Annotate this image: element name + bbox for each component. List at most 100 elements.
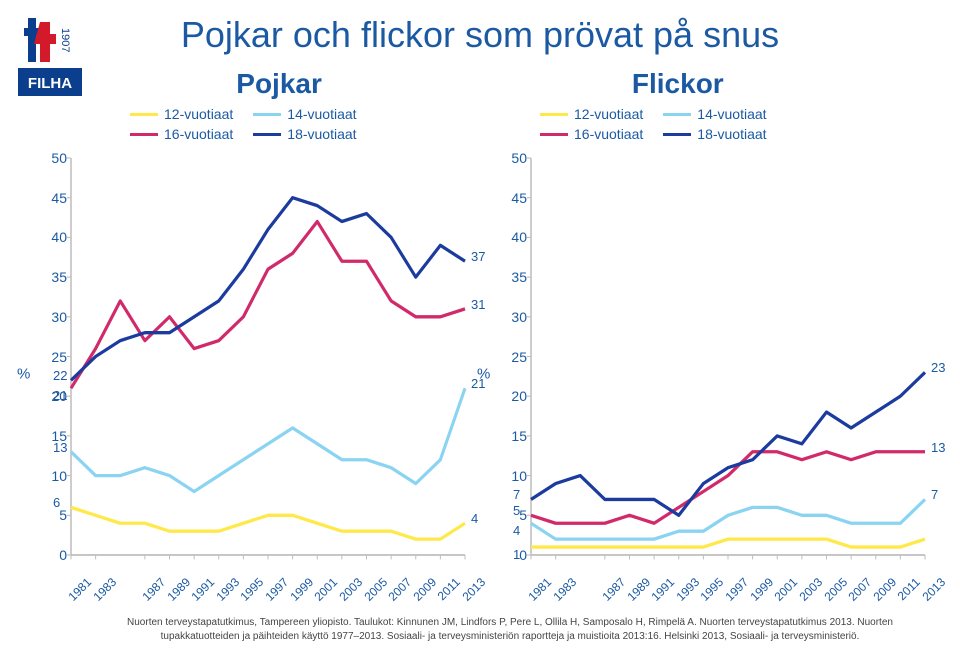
legend-item: 14-vuotiaat bbox=[663, 106, 766, 122]
x-tick-label: 2011 bbox=[895, 575, 923, 603]
legend-swatch bbox=[130, 133, 158, 136]
chart-pojkar: % 05101520253035404550198119831987198919… bbox=[45, 158, 465, 589]
legend-flickor: 12-vuotiaat 14-vuotiaat 16-vuotiaat 18-vuot… bbox=[540, 106, 830, 142]
y-tick-label: 50 bbox=[45, 150, 67, 166]
legend-label: 16-vuotiaat bbox=[164, 126, 233, 142]
legend-row: 12-vuotiaat 14-vuotiaat 16-vuotiaat 18-vuot… bbox=[0, 106, 960, 142]
y-axis-label: % bbox=[477, 365, 490, 382]
y-tick-label: 25 bbox=[45, 349, 67, 365]
endpoint-label: 7 bbox=[513, 487, 520, 502]
x-tick-label: 1991 bbox=[649, 575, 678, 604]
legend-swatch bbox=[253, 133, 281, 136]
y-tick-label: 35 bbox=[505, 269, 527, 285]
legend-label: 12-vuotiaat bbox=[574, 106, 643, 122]
x-tick-label: 1999 bbox=[287, 575, 316, 604]
y-axis-label: % bbox=[17, 365, 30, 382]
endpoint-label: 22 bbox=[53, 368, 67, 383]
y-tick-label: 20 bbox=[505, 388, 527, 404]
x-tick-label: 2007 bbox=[386, 575, 415, 604]
y-tick-label: 30 bbox=[45, 309, 67, 325]
y-tick-label: 10 bbox=[505, 468, 527, 484]
x-tick-label: 2003 bbox=[336, 575, 365, 604]
y-tick-label: 0 bbox=[45, 547, 67, 563]
x-tick-label: 1987 bbox=[139, 575, 168, 604]
slide-title: Pojkar och flickor som prövat på snus bbox=[0, 14, 960, 56]
legend-swatch bbox=[130, 113, 158, 116]
x-tick-label: 1989 bbox=[624, 575, 653, 604]
y-tick-label: 25 bbox=[505, 349, 527, 365]
legend-label: 14-vuotiaat bbox=[287, 106, 356, 122]
endpoint-label: 1 bbox=[513, 547, 520, 562]
x-tick-label: 1981 bbox=[525, 575, 554, 604]
x-tick-label: 2005 bbox=[361, 575, 390, 604]
legend-swatch bbox=[663, 133, 691, 136]
legend-label: 18-vuotiaat bbox=[287, 126, 356, 142]
endpoint-label: 7 bbox=[931, 487, 938, 502]
chart-flickor: % 05101520253035404550198119831987198919… bbox=[505, 158, 925, 589]
x-tick-label: 1997 bbox=[722, 575, 751, 604]
x-tick-label: 1999 bbox=[747, 575, 776, 604]
charts-container: % 05101520253035404550198119831987198919… bbox=[45, 158, 925, 589]
y-tick-label: 35 bbox=[45, 269, 67, 285]
legend-label: 18-vuotiaat bbox=[697, 126, 766, 142]
x-tick-label: 1993 bbox=[213, 575, 242, 604]
x-tick-label: 1987 bbox=[599, 575, 628, 604]
x-tick-label: 2009 bbox=[410, 575, 439, 604]
subtitle-pojkar: Pojkar bbox=[236, 68, 322, 100]
endpoint-label: 31 bbox=[471, 297, 485, 312]
endpoint-label: 4 bbox=[471, 511, 478, 526]
legend-swatch bbox=[253, 113, 281, 116]
footnote-text: Nuorten terveystapatutkimus, Tampereen y… bbox=[100, 616, 920, 643]
x-tick-label: 2005 bbox=[821, 575, 850, 604]
x-tick-label: 2009 bbox=[870, 575, 899, 604]
legend-item: 18-vuotiaat bbox=[253, 126, 356, 142]
endpoint-label: 37 bbox=[471, 249, 485, 264]
legend-swatch bbox=[663, 113, 691, 116]
endpoint-label: 13 bbox=[53, 440, 67, 455]
x-tick-label: 1995 bbox=[238, 575, 267, 604]
legend-item: 16-vuotiaat bbox=[540, 126, 643, 142]
x-tick-label: 2013 bbox=[459, 575, 488, 604]
x-tick-label: 1983 bbox=[550, 575, 579, 604]
legend-item: 12-vuotiaat bbox=[540, 106, 643, 122]
x-tick-label: 1995 bbox=[698, 575, 727, 604]
x-tick-label: 1989 bbox=[164, 575, 193, 604]
y-tick-label: 40 bbox=[45, 229, 67, 245]
y-tick-label: 30 bbox=[505, 309, 527, 325]
legend-item: 14-vuotiaat bbox=[253, 106, 356, 122]
y-tick-label: 15 bbox=[505, 428, 527, 444]
y-tick-label: 40 bbox=[505, 229, 527, 245]
y-tick-label: 10 bbox=[45, 468, 67, 484]
endpoint-label: 13 bbox=[931, 440, 945, 455]
endpoint-label: 21 bbox=[53, 388, 67, 403]
x-tick-label: 1991 bbox=[189, 575, 218, 604]
endpoint-label: 23 bbox=[931, 360, 945, 375]
y-tick-label: 45 bbox=[505, 190, 527, 206]
endpoint-label: 5 bbox=[513, 503, 520, 518]
legend-pojkar: 12-vuotiaat 14-vuotiaat 16-vuotiaat 18-vuot… bbox=[130, 106, 420, 142]
legend-item: 18-vuotiaat bbox=[663, 126, 766, 142]
x-tick-label: 1983 bbox=[90, 575, 119, 604]
legend-item: 12-vuotiaat bbox=[130, 106, 233, 122]
y-tick-label: 50 bbox=[505, 150, 527, 166]
x-tick-label: 2007 bbox=[846, 575, 875, 604]
x-tick-label: 2001 bbox=[772, 575, 801, 604]
x-tick-label: 2013 bbox=[919, 575, 948, 604]
legend-swatch bbox=[540, 133, 568, 136]
x-tick-label: 1993 bbox=[673, 575, 702, 604]
legend-item: 16-vuotiaat bbox=[130, 126, 233, 142]
x-tick-label: 1981 bbox=[65, 575, 94, 604]
x-tick-label: 1997 bbox=[262, 575, 291, 604]
y-tick-label: 45 bbox=[45, 190, 67, 206]
endpoint-label: 4 bbox=[513, 523, 520, 538]
x-tick-label: 2011 bbox=[435, 575, 463, 603]
legend-label: 12-vuotiaat bbox=[164, 106, 233, 122]
legend-label: 16-vuotiaat bbox=[574, 126, 643, 142]
endpoint-label: 6 bbox=[53, 495, 60, 510]
x-tick-label: 2003 bbox=[796, 575, 825, 604]
subtitle-flickor: Flickor bbox=[632, 68, 724, 100]
x-tick-label: 2001 bbox=[312, 575, 341, 604]
subtitle-row: Pojkar Flickor bbox=[0, 68, 960, 100]
legend-swatch bbox=[540, 113, 568, 116]
legend-label: 14-vuotiaat bbox=[697, 106, 766, 122]
